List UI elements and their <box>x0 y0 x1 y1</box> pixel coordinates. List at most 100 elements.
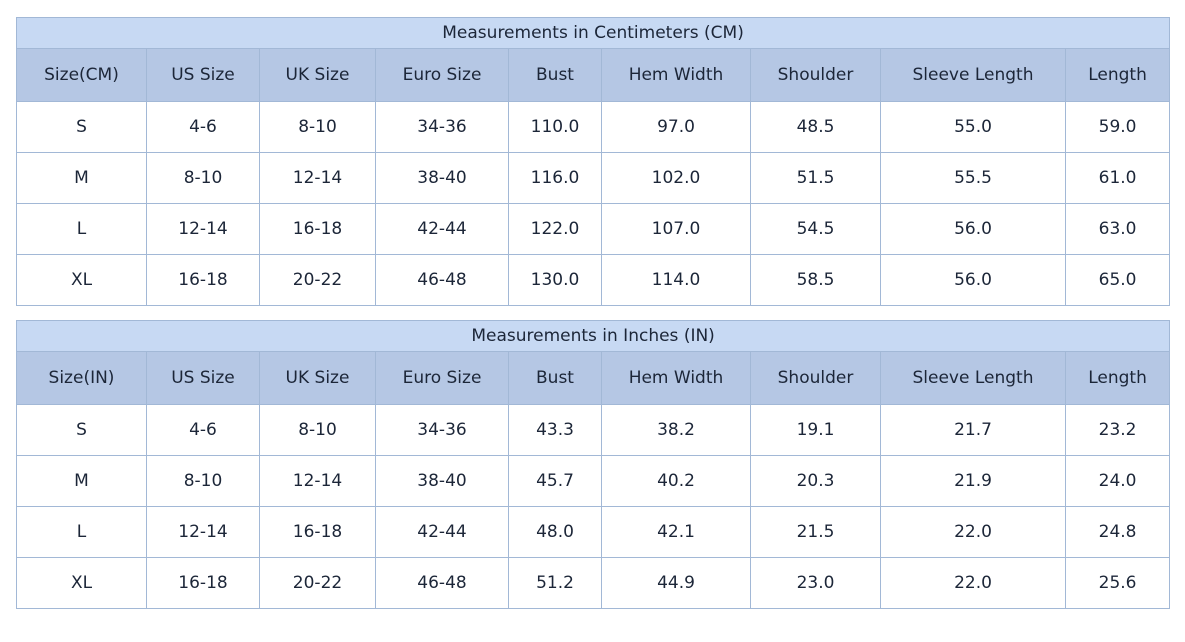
table-cell: 8-10 <box>146 152 260 204</box>
table-cell: 12-14 <box>259 152 376 204</box>
table-cell: 38-40 <box>375 152 509 204</box>
table-cell: 20-22 <box>259 557 376 609</box>
in-measurements-table: Measurements in Inches (IN) Size(IN) US S… <box>15 320 1171 609</box>
table-cell: 46-48 <box>375 254 509 306</box>
table-cell: 51.2 <box>508 557 602 609</box>
table-cell: 42.1 <box>601 506 751 558</box>
table-cell: 16-18 <box>259 203 376 255</box>
table-cell: 55.5 <box>880 152 1066 204</box>
table-cell: 48.5 <box>750 101 881 153</box>
table-cell: 24.0 <box>1064 455 1171 507</box>
in-table-title: Measurements in Inches (IN) <box>15 320 1171 352</box>
column-header: US Size <box>146 351 260 405</box>
table-row: M 8-10 12-14 38-40 45.7 40.2 20.3 21.9 24.0 <box>16 455 1171 507</box>
table-cell: 55.0 <box>880 101 1066 153</box>
column-header: Hem Width <box>601 48 751 102</box>
column-header: Size(IN) <box>16 351 147 405</box>
table-cell: 63.0 <box>1064 203 1171 255</box>
table-cell: S <box>16 404 147 456</box>
table-cell: 25.6 <box>1064 557 1171 609</box>
size-chart-page: Measurements in Centimeters (CM) Size(CM… <box>15 17 1171 609</box>
column-header-row: Size(CM) US Size UK Size Euro Size Bust Hem W… <box>16 48 1171 102</box>
table-cell: XL <box>16 557 147 609</box>
table-cell: 44.9 <box>601 557 751 609</box>
table-row: L 12-14 16-18 42-44 122.0 107.0 54.5 56.0 63.0 <box>16 203 1171 255</box>
column-header: Bust <box>508 48 602 102</box>
table-cell: 42-44 <box>375 203 509 255</box>
table-cell: 59.0 <box>1064 101 1171 153</box>
table-cell: 23.0 <box>750 557 881 609</box>
table-row: XL 16-18 20-22 46-48 130.0 114.0 58.5 56.0 65.0 <box>16 254 1171 306</box>
column-header: Shoulder <box>750 48 881 102</box>
table-cell: 34-36 <box>375 101 509 153</box>
column-header: Shoulder <box>750 351 881 405</box>
table-cell: 38-40 <box>375 455 509 507</box>
table-cell: 4-6 <box>146 404 260 456</box>
table-title-row: Measurements in Centimeters (CM) <box>15 17 1171 49</box>
table-row: L 12-14 16-18 42-44 48.0 42.1 21.5 22.0 24.8 <box>16 506 1171 558</box>
table-cell: 8-10 <box>146 455 260 507</box>
column-header: UK Size <box>259 351 376 405</box>
table-cell: 34-36 <box>375 404 509 456</box>
table-cell: 58.5 <box>750 254 881 306</box>
table-cell: 8-10 <box>259 101 376 153</box>
table-cell: 48.0 <box>508 506 602 558</box>
table-cell: 130.0 <box>508 254 602 306</box>
table-cell: 21.9 <box>880 455 1066 507</box>
column-header-row: Size(IN) US Size UK Size Euro Size Bust Hem W… <box>16 351 1171 405</box>
table-cell: 38.2 <box>601 404 751 456</box>
table-title-row: Measurements in Inches (IN) <box>15 320 1171 352</box>
table-cell: 65.0 <box>1064 254 1171 306</box>
column-header: Sleeve Length <box>880 351 1066 405</box>
column-header: Hem Width <box>601 351 751 405</box>
column-header: Sleeve Length <box>880 48 1066 102</box>
table-cell: 122.0 <box>508 203 602 255</box>
table-cell: S <box>16 101 147 153</box>
table-cell: 8-10 <box>259 404 376 456</box>
table-cell: L <box>16 203 147 255</box>
table-cell: 22.0 <box>880 557 1066 609</box>
table-cell: 46-48 <box>375 557 509 609</box>
table-cell: 61.0 <box>1064 152 1171 204</box>
table-cell: 16-18 <box>146 557 260 609</box>
table-cell: 16-18 <box>259 506 376 558</box>
table-cell: 54.5 <box>750 203 881 255</box>
table-cell: 97.0 <box>601 101 751 153</box>
cm-table-body: S 4-6 8-10 34-36 110.0 97.0 48.5 55.0 59.0 M 8-10 1… <box>16 101 1171 306</box>
column-header: US Size <box>146 48 260 102</box>
table-row: XL 16-18 20-22 46-48 51.2 44.9 23.0 22.0 25.6 <box>16 557 1171 609</box>
in-table-body: S 4-6 8-10 34-36 43.3 38.2 19.1 21.7 23.2 M 8-10 12… <box>16 404 1171 609</box>
table-cell: 21.5 <box>750 506 881 558</box>
table-cell: 16-18 <box>146 254 260 306</box>
table-cell: 43.3 <box>508 404 602 456</box>
table-cell: 19.1 <box>750 404 881 456</box>
table-cell: 56.0 <box>880 203 1066 255</box>
table-row: S 4-6 8-10 34-36 43.3 38.2 19.1 21.7 23.2 <box>16 404 1171 456</box>
table-cell: 12-14 <box>259 455 376 507</box>
column-header: Size(CM) <box>16 48 147 102</box>
table-cell: 40.2 <box>601 455 751 507</box>
table-cell: 20-22 <box>259 254 376 306</box>
table-cell: 107.0 <box>601 203 751 255</box>
table-cell: 116.0 <box>508 152 602 204</box>
table-cell: 12-14 <box>146 203 260 255</box>
table-cell: 45.7 <box>508 455 602 507</box>
column-header: Length <box>1064 48 1171 102</box>
table-cell: 12-14 <box>146 506 260 558</box>
table-cell: 4-6 <box>146 101 260 153</box>
column-header: UK Size <box>259 48 376 102</box>
table-cell: 102.0 <box>601 152 751 204</box>
column-header: Euro Size <box>375 48 509 102</box>
table-cell: M <box>16 455 147 507</box>
table-cell: 114.0 <box>601 254 751 306</box>
table-cell: M <box>16 152 147 204</box>
table-cell: 23.2 <box>1064 404 1171 456</box>
table-cell: L <box>16 506 147 558</box>
table-cell: 56.0 <box>880 254 1066 306</box>
table-cell: 21.7 <box>880 404 1066 456</box>
column-header: Length <box>1064 351 1171 405</box>
table-cell: 42-44 <box>375 506 509 558</box>
table-cell: XL <box>16 254 147 306</box>
table-row: M 8-10 12-14 38-40 116.0 102.0 51.5 55.5 61.0 <box>16 152 1171 204</box>
cm-measurements-table: Measurements in Centimeters (CM) Size(CM… <box>15 17 1171 306</box>
